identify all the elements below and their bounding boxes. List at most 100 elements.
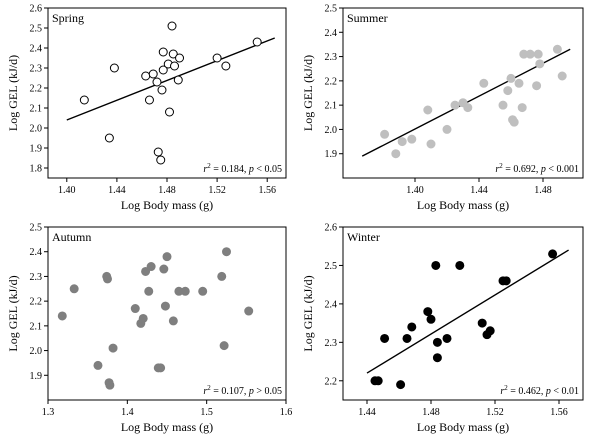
data-point	[141, 71, 151, 81]
y-tick-label: 2.0	[30, 346, 43, 357]
x-tick-label: 1.40	[406, 185, 424, 196]
data-point	[93, 360, 103, 370]
data-point	[156, 363, 166, 373]
panel-title: Summer	[347, 11, 388, 25]
data-point	[426, 314, 436, 324]
x-axis-title: Log Body mass (g)	[121, 420, 213, 434]
data-point	[158, 65, 168, 75]
x-tick-label: 1.40	[58, 185, 76, 196]
y-axis-title: Log GEL (kJ/d)	[301, 275, 315, 351]
data-point	[455, 260, 465, 270]
data-point	[442, 124, 452, 134]
x-tick-label: 1.52	[208, 185, 226, 196]
panel-summer: 1.9 2.0 2.1 2.2 2.3 2.4 2.5 1.40 1.44 1.48 Log Bod…	[301, 4, 584, 212]
data-point	[426, 139, 436, 149]
y-tick-label: 2.4	[325, 28, 338, 39]
data-point	[252, 37, 262, 47]
data-point	[479, 78, 489, 88]
panel-spring: 1.8 1.9 2.0 2.1 2.2 2.3 2.4 2.5 2.6 1.40 1.44 1.48 1…	[6, 4, 287, 212]
y-tick-label: 1.9	[30, 371, 43, 382]
data-point	[105, 380, 115, 390]
data-point	[244, 306, 254, 316]
y-axis-title: Log GEL (kJ/d)	[301, 55, 315, 131]
data-point	[525, 49, 535, 59]
plot-frame	[342, 7, 584, 179]
y-tick-label: 2.6	[30, 4, 43, 15]
data-point	[212, 53, 222, 63]
data-point	[407, 134, 417, 144]
data-point	[170, 61, 180, 71]
data-point	[168, 49, 178, 59]
x-tick-label: 1.4	[121, 407, 134, 418]
data-point	[167, 21, 177, 31]
data-point	[79, 95, 89, 105]
data-point	[157, 85, 167, 95]
data-point	[57, 311, 67, 321]
x-tick-label: 1.56	[550, 407, 568, 418]
data-point	[219, 341, 229, 351]
data-point	[432, 337, 442, 347]
data-point	[165, 107, 175, 117]
data-point	[552, 44, 562, 54]
y-tick-label: 2.2	[325, 76, 338, 87]
plot-frame	[47, 226, 287, 401]
y-tick-label: 2.2	[325, 376, 338, 387]
data-point	[173, 75, 183, 85]
y-tick-label: 2.3	[325, 338, 338, 349]
data-point	[109, 63, 119, 73]
data-point	[104, 133, 114, 143]
plot-frame	[342, 226, 584, 401]
y-tick-label: 2.3	[30, 272, 43, 283]
data-point	[442, 333, 452, 343]
y-tick-label: 2.2	[30, 297, 43, 308]
data-point	[156, 155, 166, 165]
data-point	[517, 103, 527, 113]
plot-frame	[47, 7, 287, 179]
data-point	[407, 322, 417, 332]
data-point	[463, 103, 473, 113]
panel-autumn: 1.9 2.0 2.1 2.2 2.3 2.4 2.5 1.3 1.4 1.5 1.6 Log Bod…	[6, 223, 292, 435]
data-point	[535, 59, 545, 69]
stat-annotation: r2 = 0.107, p > 0.05	[203, 384, 282, 397]
data-point	[498, 100, 508, 110]
x-tick-label: 1.44	[470, 185, 488, 196]
y-tick-label: 2.4	[30, 44, 43, 55]
panel-title: Spring	[52, 11, 84, 25]
y-tick-label: 2.4	[30, 247, 43, 258]
y-tick-label: 2.4	[325, 299, 338, 310]
y-tick-label: 2.5	[325, 4, 338, 15]
data-point	[221, 61, 231, 71]
y-axis-title: Log GEL (kJ/d)	[6, 55, 20, 131]
data-point	[222, 247, 231, 257]
y-tick-label: 2.3	[325, 52, 338, 63]
data-point	[168, 316, 178, 326]
data-point	[159, 264, 169, 274]
data-point	[160, 301, 170, 311]
x-tick-label: 1.48	[534, 185, 552, 196]
data-point	[373, 376, 383, 386]
data-point	[138, 313, 148, 323]
regression-line	[366, 249, 569, 374]
data-point	[180, 286, 190, 296]
data-point	[432, 353, 442, 363]
y-tick-label: 1.8	[30, 164, 43, 175]
y-axis-title: Log GEL (kJ/d)	[6, 275, 20, 351]
data-point	[108, 343, 118, 353]
data-point	[402, 333, 412, 343]
x-tick-label: 1.44	[108, 185, 126, 196]
data-point	[175, 53, 185, 63]
data-point	[144, 95, 154, 105]
data-point	[130, 304, 140, 314]
panel-title: Winter	[347, 230, 380, 244]
x-axis-title: Log Body mass (g)	[121, 198, 213, 212]
data-point	[477, 318, 487, 328]
data-point	[198, 286, 208, 296]
x-tick-label: 1.44	[358, 407, 376, 418]
y-tick-label: 2.5	[325, 261, 338, 272]
x-tick-label: 1.3	[42, 407, 55, 418]
y-tick-label: 2.1	[30, 321, 43, 332]
data-point	[533, 49, 543, 59]
data-point	[396, 380, 406, 390]
data-point	[103, 274, 112, 284]
